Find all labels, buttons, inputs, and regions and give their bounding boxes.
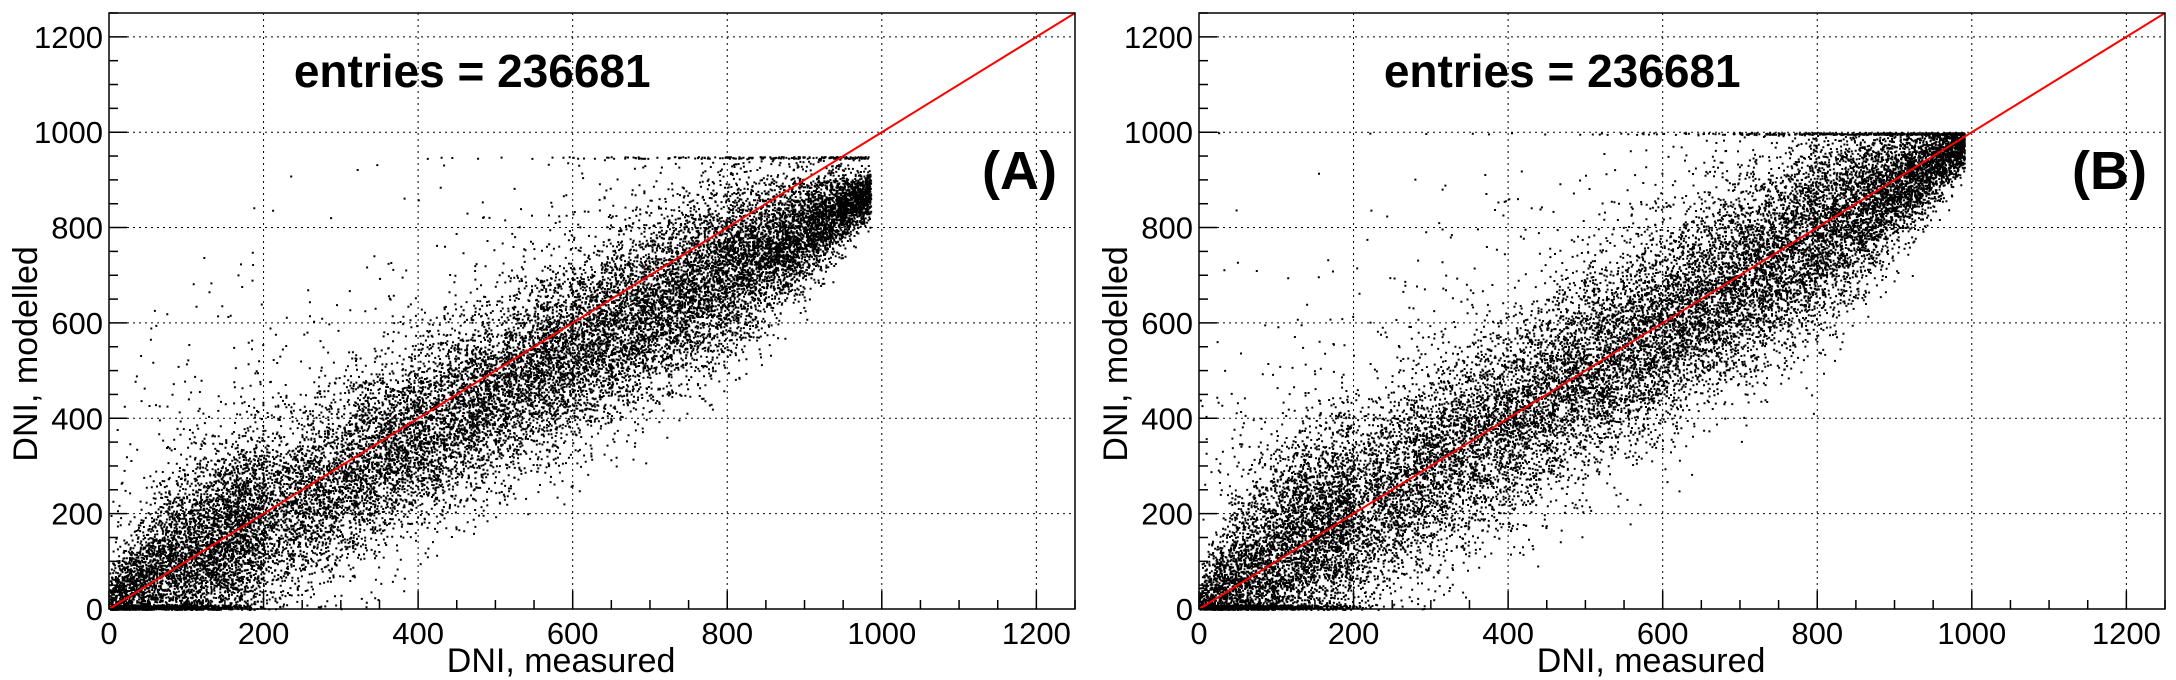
- x-tick-label: 200: [238, 616, 290, 651]
- x-axis-label: DNI, measured: [1537, 642, 1766, 680]
- y-axis-label: DNI, modelled: [7, 246, 45, 461]
- grid: [1199, 13, 2165, 609]
- y-tick-label: 0: [86, 592, 103, 627]
- y-tick-label: 200: [1141, 497, 1193, 532]
- y-tick-label: 800: [51, 211, 103, 246]
- grid: [109, 13, 1075, 609]
- scatter-panel-a: 0 200 400 600 800 1000 1200 0 200 400 600 800 1000 12…: [34, 12, 1076, 651]
- y-tick-label: 600: [1141, 306, 1193, 341]
- x-tick-label: 600: [1637, 616, 1689, 651]
- x-tick-label: 1200: [2092, 616, 2161, 651]
- axis-ticks: 0 200 400 600 800 1000 1200 0 200 400 600 800 1000 12…: [1124, 12, 2166, 651]
- y-tick-label: 600: [51, 306, 103, 341]
- x-tick-label: 1200: [1002, 616, 1071, 651]
- x-tick-label: 1000: [1937, 616, 2006, 651]
- y-axis-label: DNI, modelled: [1097, 246, 1135, 461]
- axis-ticks: 0 200 400 600 800 1000 1200 0 200 400 600 800 1000 12…: [34, 12, 1076, 651]
- y-tick-label: 1000: [34, 115, 103, 150]
- x-tick-label: 1000: [847, 616, 916, 651]
- y-tick-label: 0: [1176, 592, 1193, 627]
- identity-line: [108, 12, 1076, 610]
- panel-label: (B): [2072, 141, 2147, 201]
- entries-annotation: entries = 236681: [1384, 45, 1741, 97]
- y-tick-label: 1200: [34, 20, 103, 55]
- plot-frame: [1198, 12, 2166, 610]
- scatter-panel-b: 0 200 400 600 800 1000 1200 0 200 400 600 800 1000 12…: [1124, 12, 2166, 651]
- x-tick-label: 800: [701, 616, 753, 651]
- y-tick-label: 200: [51, 497, 103, 532]
- x-tick-label: 400: [1482, 616, 1534, 651]
- x-axis-label: DNI, measured: [447, 642, 676, 680]
- plot-frame: [108, 12, 1076, 610]
- x-tick-label: 800: [1791, 616, 1843, 651]
- identity-line: [1198, 12, 2166, 610]
- scatter-points: [109, 156, 873, 611]
- data-points: [109, 156, 873, 611]
- y-tick-label: 800: [1141, 211, 1193, 246]
- x-tick-label: 0: [1190, 616, 1207, 651]
- x-tick-label: 600: [547, 616, 599, 651]
- x-tick-label: 200: [1328, 616, 1380, 651]
- y-tick-label: 1000: [1124, 115, 1193, 150]
- panel-label: (A): [982, 141, 1057, 201]
- x-tick-label: 400: [392, 616, 444, 651]
- entries-annotation: entries = 236681: [294, 45, 651, 97]
- y-tick-label: 400: [1141, 401, 1193, 436]
- y-tick-label: 1200: [1124, 20, 1193, 55]
- y-tick-label: 400: [51, 401, 103, 436]
- x-tick-label: 0: [100, 616, 117, 651]
